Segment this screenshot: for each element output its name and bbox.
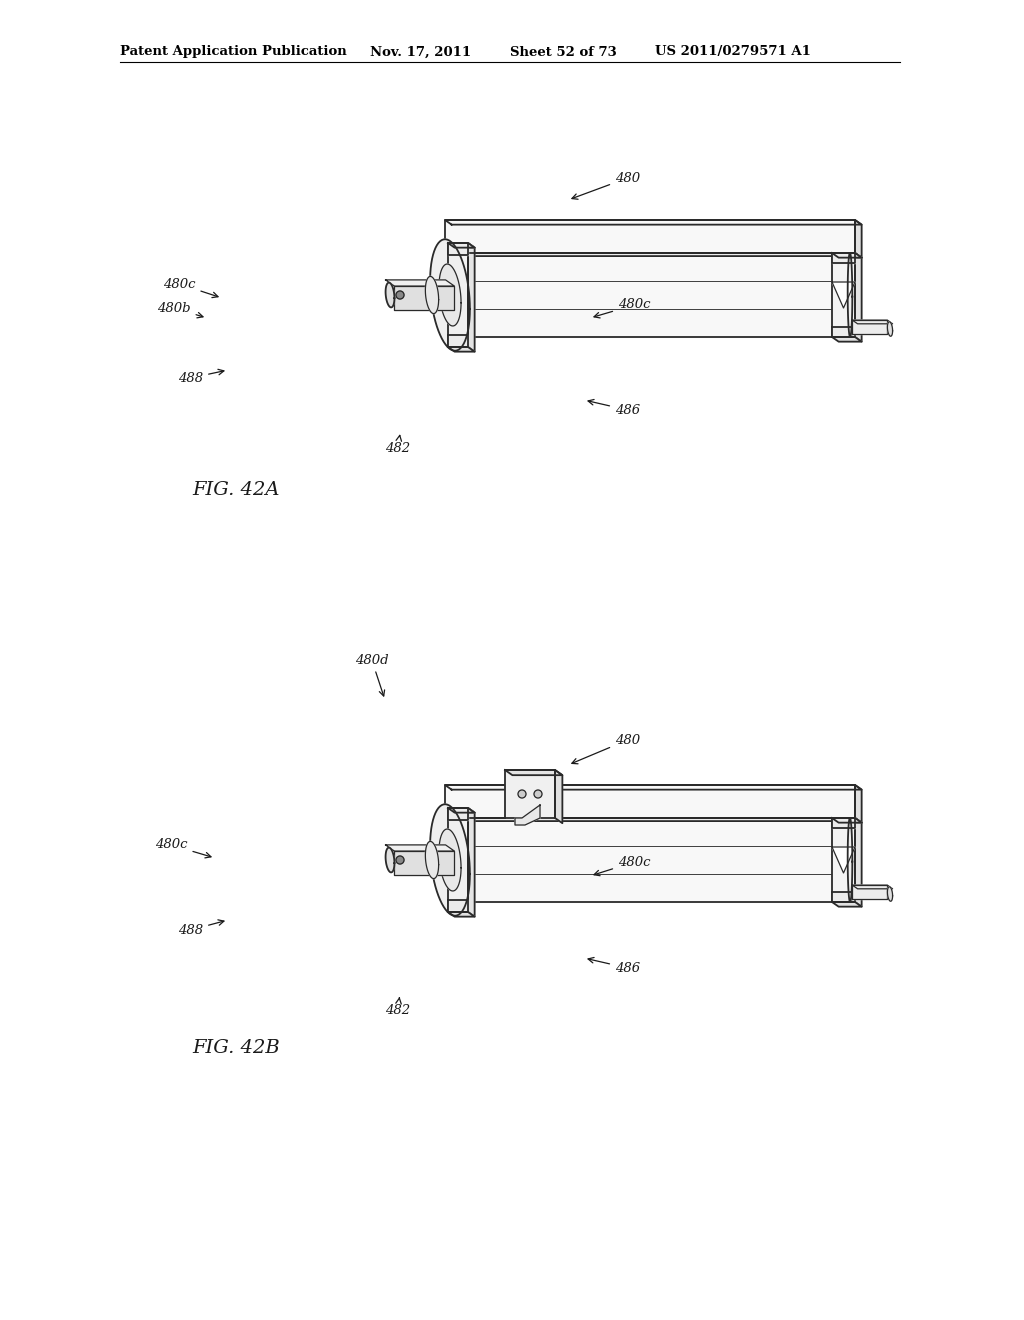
Polygon shape [449,808,468,820]
Polygon shape [449,335,468,347]
Text: 480: 480 [572,172,640,199]
Polygon shape [831,847,855,873]
Polygon shape [386,845,455,851]
Text: 480c: 480c [594,298,650,318]
Text: 480c: 480c [155,838,211,858]
Polygon shape [425,841,438,879]
Text: 480d: 480d [355,653,389,696]
Text: 480: 480 [571,734,640,764]
Text: US 2011/0279571 A1: US 2011/0279571 A1 [655,45,811,58]
Polygon shape [855,818,861,907]
Polygon shape [449,808,468,912]
Polygon shape [555,770,562,824]
Polygon shape [449,243,475,248]
Polygon shape [888,322,893,337]
Polygon shape [450,818,850,902]
Text: Patent Application Publication: Patent Application Publication [120,45,347,58]
Polygon shape [439,264,461,326]
Polygon shape [450,253,854,256]
Polygon shape [831,818,855,828]
Text: 486: 486 [588,400,640,417]
Polygon shape [425,276,438,314]
Polygon shape [450,818,854,821]
Polygon shape [445,785,861,789]
Circle shape [396,855,404,865]
Polygon shape [848,253,852,337]
Polygon shape [449,808,475,813]
Polygon shape [855,253,861,342]
Polygon shape [445,220,861,224]
Text: 482: 482 [385,436,411,454]
Polygon shape [831,902,861,907]
Polygon shape [831,253,855,337]
Polygon shape [831,818,855,902]
Polygon shape [449,912,475,916]
Circle shape [518,789,526,799]
Text: 488: 488 [178,920,224,936]
Polygon shape [449,243,475,248]
Circle shape [534,789,542,799]
Text: FIG. 42B: FIG. 42B [193,1039,280,1057]
Text: 480c: 480c [163,277,218,297]
Polygon shape [852,886,893,888]
Polygon shape [852,886,888,899]
Polygon shape [852,321,893,323]
Polygon shape [449,347,475,351]
Polygon shape [855,220,861,257]
Polygon shape [430,804,470,916]
Polygon shape [831,818,861,822]
Polygon shape [505,770,555,818]
Polygon shape [445,785,855,818]
Polygon shape [386,280,455,286]
Polygon shape [386,847,394,873]
Polygon shape [450,253,850,337]
Polygon shape [430,239,470,351]
Polygon shape [386,282,394,308]
Polygon shape [449,900,468,912]
Polygon shape [394,286,455,310]
Polygon shape [439,829,461,891]
Polygon shape [468,243,475,351]
Text: Nov. 17, 2011: Nov. 17, 2011 [370,45,471,58]
Polygon shape [831,282,855,308]
Text: 480c: 480c [594,855,650,875]
Polygon shape [468,808,475,916]
Polygon shape [852,321,888,334]
Polygon shape [445,220,855,253]
Polygon shape [831,892,855,902]
Text: 480b: 480b [157,301,203,318]
Polygon shape [831,327,855,337]
Polygon shape [888,887,893,902]
Polygon shape [831,253,861,257]
Text: 486: 486 [588,957,640,974]
Text: Sheet 52 of 73: Sheet 52 of 73 [510,45,616,58]
Polygon shape [449,808,475,813]
Polygon shape [505,770,562,775]
Polygon shape [394,851,455,875]
Text: 488: 488 [178,370,224,384]
Polygon shape [831,818,861,822]
Text: FIG. 42A: FIG. 42A [193,480,280,499]
Polygon shape [831,253,855,263]
Polygon shape [515,805,540,825]
Polygon shape [848,818,852,902]
Polygon shape [449,243,468,347]
Circle shape [396,290,404,300]
Polygon shape [449,243,468,255]
Polygon shape [831,337,861,342]
Polygon shape [831,253,861,257]
Polygon shape [855,785,861,822]
Text: 482: 482 [385,998,411,1016]
